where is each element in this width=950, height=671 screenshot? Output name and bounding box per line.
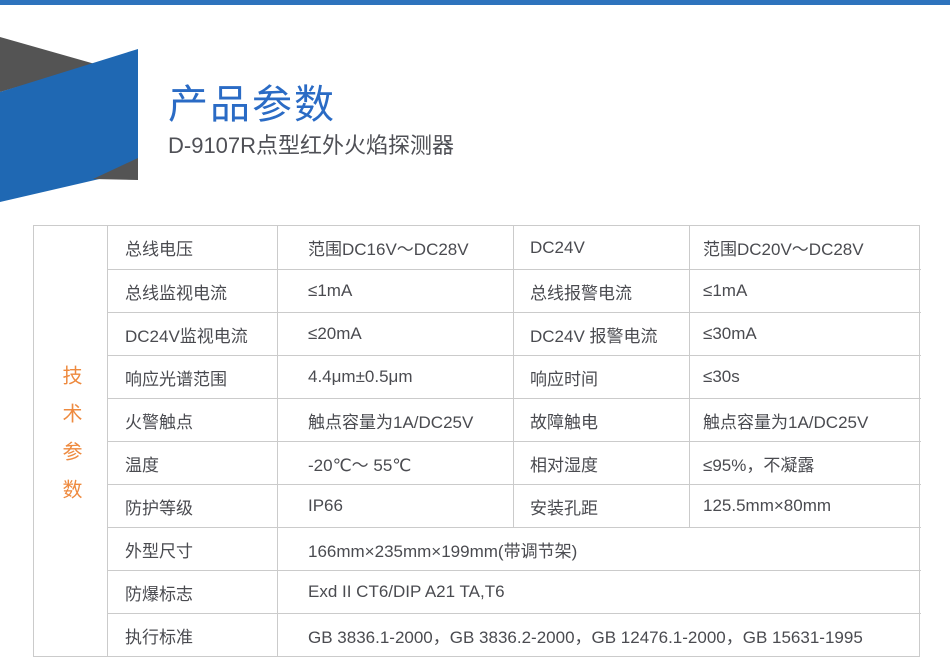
spec-label-cell: 防护等级 <box>107 484 277 527</box>
spec-label-cell: 相对湿度 <box>513 441 689 484</box>
spec-label-cell: 外型尺寸 <box>107 527 277 570</box>
spec-value-cell: -20℃～ 55℃ <box>277 441 513 484</box>
spec-label-cell: 响应时间 <box>513 355 689 398</box>
spec-label-cell: 故障触电 <box>513 398 689 441</box>
ribbon-decoration <box>0 37 138 202</box>
spec-value-cell: 范围DC20V～DC28V <box>689 226 921 269</box>
spec-label-cell: DC24V 报警电流 <box>513 312 689 355</box>
spec-value-cell: 触点容量为1A/DC25V <box>689 398 921 441</box>
side-header-label: 技术参数 <box>59 365 81 517</box>
spec-label-cell: 火警触点 <box>107 398 277 441</box>
ribbon-gray-fold <box>93 158 138 180</box>
spec-label-cell: 响应光谱范围 <box>107 355 277 398</box>
ribbon-blue-band <box>0 49 138 202</box>
spec-value-cell: ≤30s <box>689 355 921 398</box>
spec-value-cell: IP66 <box>277 484 513 527</box>
spec-value-cell: Exd II CT6/DIP A21 TA,T6 <box>277 570 921 613</box>
spec-label-cell: 执行标准 <box>107 613 277 656</box>
spec-value-cell: GB 3836.1-2000，GB 3836.2-2000，GB 12476.1… <box>277 613 921 656</box>
spec-value-cell: ≤20mA <box>277 312 513 355</box>
spec-label-cell: 防爆标志 <box>107 570 277 613</box>
spec-value-cell: 范围DC16V～DC28V <box>277 226 513 269</box>
page-title: 产品参数 <box>168 83 336 127</box>
spec-label-cell: 总线电压 <box>107 226 277 269</box>
spec-label-cell: 安装孔距 <box>513 484 689 527</box>
spec-value-cell: 166mm×235mm×199mm(带调节架) <box>277 527 921 570</box>
spec-label-cell: DC24V <box>513 226 689 269</box>
spec-value-cell: 触点容量为1A/DC25V <box>277 398 513 441</box>
spec-label-cell: 温度 <box>107 441 277 484</box>
spec-label-cell: 总线监视电流 <box>107 269 277 312</box>
spec-value-cell: ≤30mA <box>689 312 921 355</box>
side-header-cell: 技术参数 <box>34 226 107 656</box>
top-accent-bar <box>0 0 950 5</box>
spec-value-cell: 125.5mm×80mm <box>689 484 921 527</box>
page-subtitle: D-9107R点型红外火焰探测器 <box>168 133 455 158</box>
spec-table: 技术参数 总线电压 范围DC16V～DC28V DC24V 范围DC20V～DC… <box>33 225 921 657</box>
spec-value-cell: 4.4μm±0.5μm <box>277 355 513 398</box>
spec-label-cell: DC24V监视电流 <box>107 312 277 355</box>
spec-value-cell: ≤1mA <box>277 269 513 312</box>
spec-value-cell: ≤95%，不凝露 <box>689 441 921 484</box>
spec-label-cell: 总线报警电流 <box>513 269 689 312</box>
ribbon-gray-top <box>0 37 95 92</box>
spec-value-cell: ≤1mA <box>689 269 921 312</box>
